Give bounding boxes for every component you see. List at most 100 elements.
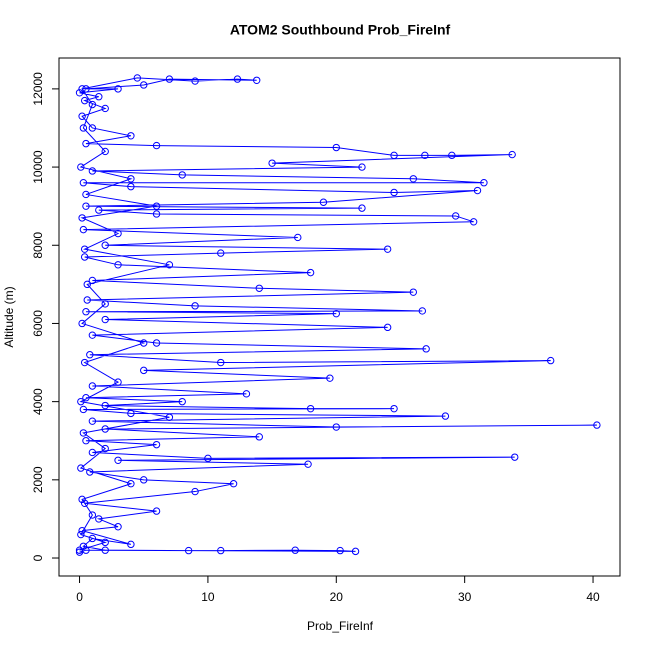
data-point	[101, 300, 109, 308]
data-point	[83, 280, 91, 289]
data-point	[82, 437, 90, 445]
data-point	[451, 212, 460, 220]
data-point	[80, 499, 89, 507]
data-point	[358, 204, 366, 212]
data-point	[418, 307, 427, 315]
data-point	[152, 202, 161, 210]
data-point	[152, 141, 161, 150]
data-point	[508, 150, 516, 159]
data-point	[409, 288, 418, 296]
data-point	[79, 542, 88, 550]
data-point	[114, 261, 122, 269]
data-point	[332, 423, 340, 431]
data-point	[191, 77, 199, 85]
x-tick-label: 10	[201, 590, 215, 604]
data-point	[75, 548, 84, 556]
data-point	[77, 530, 85, 539]
data-point	[82, 85, 90, 93]
data-point	[101, 315, 109, 324]
data-point	[75, 546, 84, 554]
plot-frame	[58, 57, 621, 577]
data-point	[304, 460, 312, 468]
x-axis-label: Prob_FireInf	[307, 619, 374, 633]
data-point	[152, 339, 161, 347]
data-point	[332, 143, 340, 152]
data-point	[80, 253, 89, 261]
data-point	[306, 404, 315, 413]
data-point	[101, 546, 109, 554]
y-tick-label: 0	[31, 554, 45, 561]
data-point	[95, 93, 103, 101]
data-point	[473, 186, 482, 195]
data-point	[421, 151, 429, 160]
x-tick-label: 20	[330, 590, 344, 604]
data-point	[140, 339, 148, 347]
data-point	[217, 358, 225, 367]
data-point	[101, 241, 109, 249]
data-point	[88, 331, 97, 339]
data-point	[255, 284, 263, 292]
data-point	[319, 198, 328, 206]
data-point	[114, 85, 122, 93]
data-point	[326, 374, 334, 382]
data-point	[217, 546, 225, 555]
y-tick-label: 8000	[31, 232, 45, 259]
data-point	[114, 456, 122, 464]
data-point	[390, 404, 398, 413]
data-point	[306, 268, 315, 277]
data-point	[390, 151, 398, 160]
data-point	[242, 390, 251, 398]
data-point	[140, 476, 148, 484]
data-point	[78, 495, 86, 504]
data-point	[79, 225, 88, 234]
y-tick-label: 10000	[31, 150, 45, 184]
data-point	[178, 171, 186, 179]
data-point	[469, 218, 478, 226]
data-point	[229, 480, 238, 488]
data-point	[127, 409, 135, 418]
data-point	[152, 210, 161, 218]
data-point	[127, 480, 135, 488]
data-line	[79, 77, 597, 553]
data-point	[165, 75, 174, 83]
y-tick-label: 12000	[31, 72, 45, 106]
data-point	[127, 132, 135, 140]
y-tick-label: 6000	[31, 310, 45, 337]
data-point	[78, 214, 86, 222]
data-point	[233, 75, 242, 83]
data-point	[82, 139, 90, 148]
data-point	[114, 523, 122, 531]
data-point	[79, 405, 88, 414]
y-tick-label: 2000	[31, 466, 45, 493]
data-point	[140, 81, 148, 89]
data-point	[165, 413, 174, 421]
data-point	[127, 182, 135, 191]
data-point	[441, 412, 450, 420]
data-point	[80, 358, 89, 367]
data-point	[88, 511, 97, 519]
data-point	[101, 147, 109, 156]
data-point	[75, 89, 84, 97]
data-point	[114, 378, 122, 386]
data-point	[78, 319, 86, 328]
data-point	[390, 188, 398, 197]
data-point	[82, 190, 90, 199]
data-point	[184, 546, 193, 555]
data-point	[101, 104, 109, 113]
data-point	[409, 175, 418, 183]
data-point	[101, 538, 109, 547]
data-point	[255, 433, 263, 441]
data-point	[448, 151, 456, 160]
x-tick-label: 30	[458, 590, 472, 604]
data-point	[291, 546, 299, 554]
data-point	[86, 351, 94, 359]
data-point	[191, 487, 199, 496]
data-point	[80, 245, 89, 253]
data-point	[82, 394, 90, 402]
data-point	[358, 163, 366, 171]
data-point	[101, 401, 109, 410]
data-point	[593, 421, 601, 429]
data-point	[336, 546, 344, 555]
data-point	[79, 179, 88, 187]
data-point	[140, 366, 148, 375]
